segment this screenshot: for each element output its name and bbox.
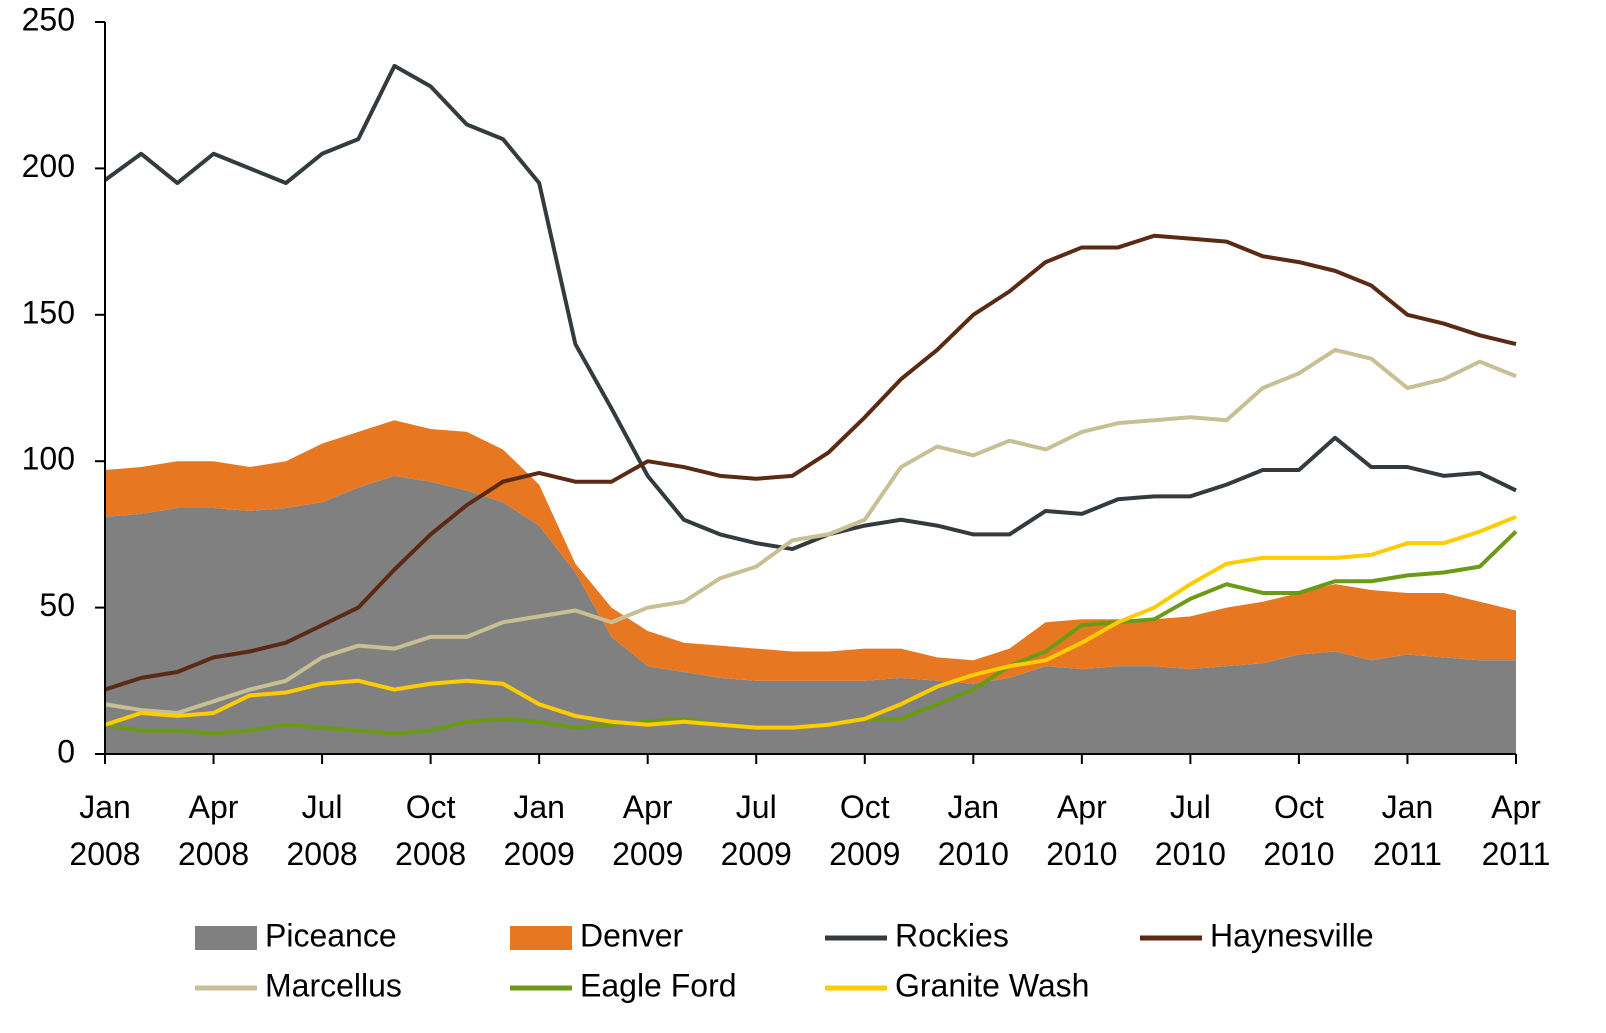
x-tick-label: Jul 2009 [721, 789, 792, 872]
legend-label: Denver [580, 917, 684, 953]
legend-item: Rockies [825, 917, 1009, 953]
x-tick-label: Oct 2010 [1263, 789, 1334, 872]
legend-item: Haynesville [1140, 917, 1374, 953]
x-tick-label: Apr 2008 [178, 789, 249, 872]
x-tick-label: Jan 2009 [504, 789, 575, 872]
legend-item: Granite Wash [825, 967, 1089, 1003]
legend-label: Piceance [265, 917, 397, 953]
x-tick-label: Jul 2008 [286, 789, 357, 872]
line [104, 514, 1517, 730]
legend-item: Denver [510, 917, 684, 953]
x-tick-label: Oct 2008 [395, 789, 466, 872]
line [103, 63, 1517, 552]
legend-item: Piceance [195, 917, 397, 953]
x-tick-label: Apr 2009 [612, 789, 683, 872]
y-tick-label: 200 [22, 148, 75, 184]
legend-item: Marcellus [195, 967, 402, 1003]
legend-label: Haynesville [1210, 917, 1374, 953]
legend-label: Marcellus [265, 967, 402, 1003]
x-tick-label: Apr 2011 [1482, 789, 1551, 872]
x-tick-label: Jul 2010 [1155, 789, 1226, 872]
legend-swatch [195, 926, 257, 950]
x-tick-label: Apr 2010 [1046, 789, 1117, 872]
legend-label: Granite Wash [895, 967, 1089, 1003]
legend-label: Eagle Ford [580, 967, 737, 1003]
y-tick-label: 150 [22, 294, 75, 330]
y-tick-label: 250 [22, 1, 75, 37]
x-tick-label: Jan 2008 [69, 789, 140, 872]
legend-item: Eagle Ford [510, 967, 737, 1003]
area [105, 420, 1516, 684]
y-tick-label: 0 [57, 733, 75, 769]
line [104, 233, 1517, 692]
x-tick-label: Jan 2010 [938, 789, 1009, 872]
x-tick-label: Jan 2011 [1373, 789, 1442, 872]
legend-label: Rockies [895, 917, 1009, 953]
line [104, 347, 1517, 716]
y-tick-label: 50 [39, 587, 75, 623]
area [105, 475, 1516, 754]
y-tick-label: 100 [22, 441, 75, 477]
x-tick-label: Oct 2009 [829, 789, 900, 872]
legend-swatch [510, 926, 572, 950]
